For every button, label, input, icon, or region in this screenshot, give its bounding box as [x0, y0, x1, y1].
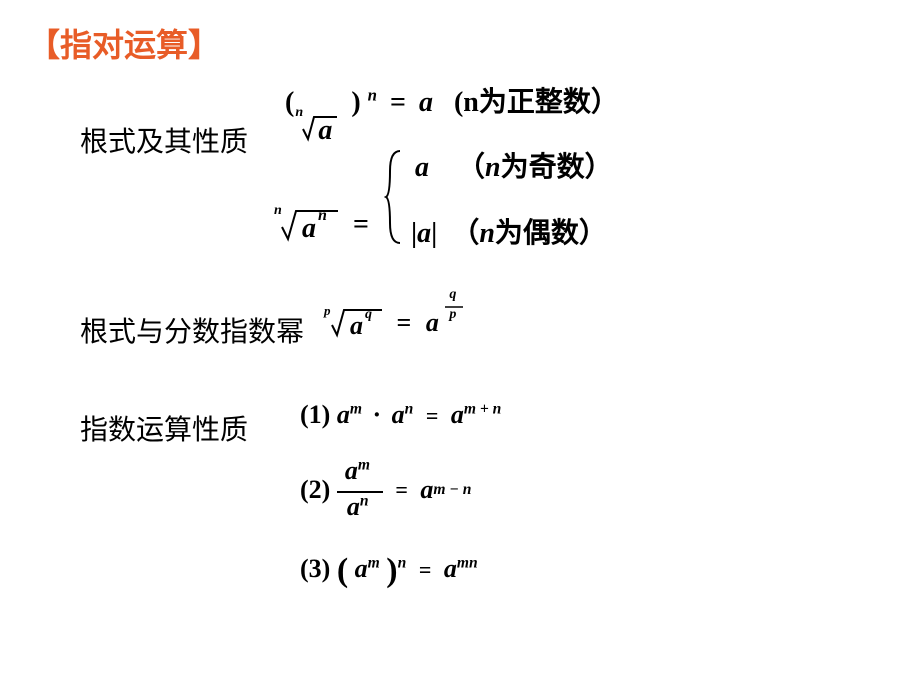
- eq2-radicand-a: a: [302, 213, 316, 245]
- case1-note: （n为奇数）: [436, 152, 613, 183]
- p1-eq: =: [426, 403, 439, 428]
- big-lparen: (: [337, 552, 348, 589]
- eq2-equals: =: [353, 209, 369, 240]
- eq1-note: (n为正整数）: [440, 87, 619, 118]
- prop2: (2) am an = am − n: [300, 460, 471, 520]
- p2-n: n: [360, 492, 369, 509]
- p3-exp: mn: [457, 554, 478, 571]
- section1-label: 根式及其性质: [80, 120, 248, 160]
- p1-a2: a: [392, 400, 405, 429]
- p2-exp: m − n: [433, 481, 471, 498]
- eq1-radicand: a: [318, 115, 332, 147]
- eq1-equals: =: [390, 87, 406, 118]
- eq-sign-2: =: [397, 308, 412, 337]
- p3-m: m: [368, 554, 380, 571]
- radicand-exp-q: q: [365, 307, 372, 323]
- case2-a: a: [417, 218, 431, 249]
- eq1-lparen: (: [285, 87, 294, 118]
- p2-a3: a: [420, 475, 433, 504]
- p1-a3: a: [451, 400, 464, 429]
- p3-a1: a: [355, 554, 368, 583]
- p2-a2: a: [347, 492, 360, 521]
- frac-num: q: [449, 287, 456, 303]
- abs-close: |: [431, 218, 437, 249]
- p1-n: n: [405, 400, 414, 417]
- p1-exp: m + n: [464, 400, 502, 417]
- eq2: n a n = a （n为奇数） |a| （n为偶数）: [280, 175, 671, 275]
- p1-num: (1): [300, 400, 330, 429]
- section3-label: 指数运算性质: [80, 408, 248, 448]
- big-rparen: ): [386, 552, 397, 589]
- eq-frac-exp: p a q = a q p: [330, 305, 463, 341]
- eq1-outer-exp: n: [368, 86, 377, 105]
- rhs-a: a: [426, 308, 439, 337]
- prop1: (1) am · an = am + n: [300, 400, 501, 430]
- section2-label: 根式与分数指数幂: [80, 310, 304, 350]
- p2-num: (2): [300, 475, 330, 504]
- p3-eq: =: [419, 557, 432, 582]
- frac-den: p: [449, 307, 456, 323]
- eq1: ( n a ) n = a (n为正整数）: [285, 80, 619, 120]
- p1-m: m: [350, 400, 362, 417]
- p1-dot: ·: [372, 400, 381, 429]
- p3-num: (3): [300, 554, 330, 583]
- eq2-radicand-exp: n: [318, 207, 327, 225]
- p1-a1: a: [337, 400, 350, 429]
- eq1-rparen: ): [344, 87, 360, 118]
- case1-a: a: [415, 152, 429, 183]
- p3-n: n: [398, 554, 407, 571]
- p2-eq: =: [395, 477, 408, 502]
- prop3: (3) ( am )n = amn: [300, 552, 478, 590]
- p3-a2: a: [444, 554, 457, 583]
- case2-note: （n为偶数）: [444, 218, 607, 249]
- p2-a1: a: [345, 456, 358, 485]
- eq1-rhs: a: [419, 87, 433, 118]
- page-title: 【指对运算】: [28, 20, 220, 66]
- radicand-a2: a: [350, 311, 363, 341]
- p2-m: m: [358, 456, 370, 473]
- brace-icon: [384, 147, 404, 247]
